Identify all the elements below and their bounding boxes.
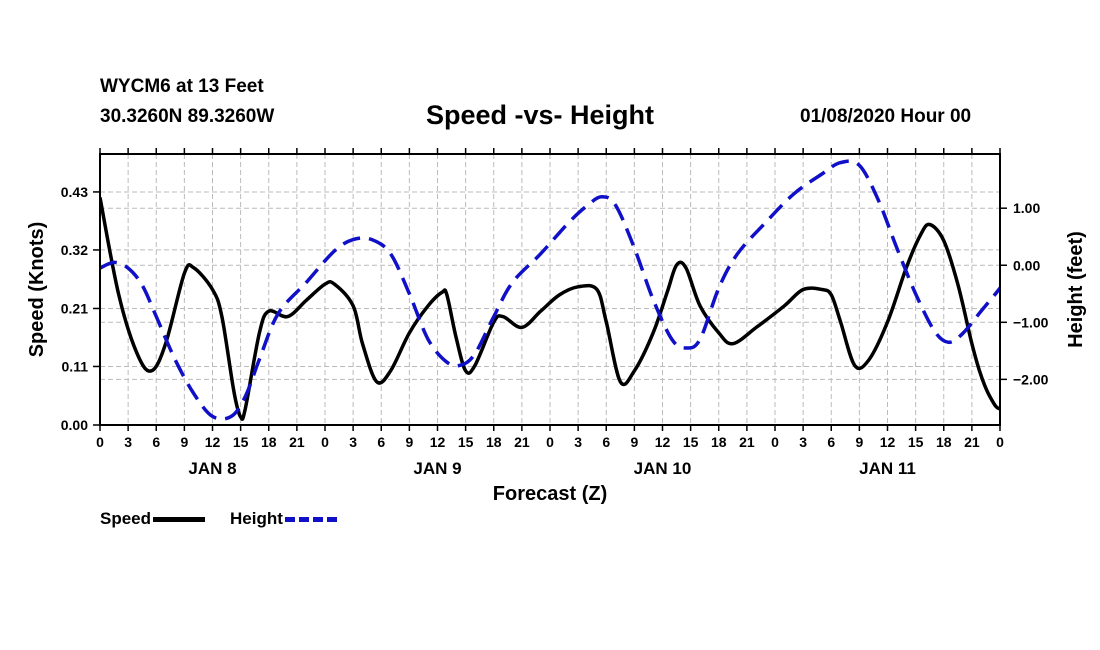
legend-speed: Speed <box>100 509 206 529</box>
day-label: JAN 8 <box>188 459 236 478</box>
x-tick-label: 21 <box>964 434 980 450</box>
y-tick-label-left: 0.32 <box>61 242 88 258</box>
x-tick-label: 15 <box>908 434 924 450</box>
x-tick-label: 21 <box>289 434 305 450</box>
chart-title: Speed -vs- Height <box>426 100 655 130</box>
x-tick-label: 0 <box>96 434 104 450</box>
x-tick-label: 9 <box>180 434 188 450</box>
x-tick-label: 12 <box>880 434 896 450</box>
legend-speed-label: Speed <box>100 509 152 528</box>
y-tick-label-right: −2.00 <box>1013 371 1049 387</box>
y-axis-label-left: Speed (Knots) <box>26 222 48 358</box>
x-tick-label: 3 <box>124 434 132 450</box>
x-tick-label: 0 <box>996 434 1004 450</box>
x-tick-label: 12 <box>205 434 221 450</box>
x-tick-label: 15 <box>683 434 699 450</box>
x-tick-label: 0 <box>546 434 554 450</box>
y-tick-label-left: 0.43 <box>61 184 88 200</box>
y-tick-label-left: 0.11 <box>62 358 89 374</box>
x-tick-label: 15 <box>458 434 474 450</box>
x-tick-label: 6 <box>377 434 385 450</box>
legend-height: Height <box>230 509 337 529</box>
x-tick-label: 0 <box>321 434 329 450</box>
y-tick-label-right: −1.00 <box>1013 314 1049 330</box>
height-series-line <box>100 159 1000 421</box>
day-label: JAN 9 <box>413 459 461 478</box>
legend-height-label: Height <box>230 509 283 528</box>
x-tick-label: 12 <box>430 434 446 450</box>
y-axis-label-right: Height (feet) <box>1065 231 1087 348</box>
x-tick-label: 3 <box>799 434 807 450</box>
legend-height-swatch <box>284 516 337 522</box>
x-tick-label: 21 <box>739 434 755 450</box>
y-tick-label-left: 0.21 <box>61 300 88 316</box>
x-tick-label: 9 <box>855 434 863 450</box>
x-tick-label: 18 <box>936 434 952 450</box>
x-tick-label: 18 <box>261 434 277 450</box>
y-tick-label-left: 0.00 <box>61 417 88 433</box>
x-tick-label: 15 <box>233 434 249 450</box>
x-tick-label: 12 <box>655 434 671 450</box>
x-tick-label: 3 <box>349 434 357 450</box>
x-tick-label: 6 <box>827 434 835 450</box>
x-tick-label: 9 <box>405 434 413 450</box>
x-axis-label: Forecast (Z) <box>493 483 607 505</box>
x-tick-label: 21 <box>514 434 530 450</box>
x-tick-label: 3 <box>574 434 582 450</box>
x-tick-label: 0 <box>771 434 779 450</box>
x-tick-label: 18 <box>486 434 502 450</box>
day-label: JAN 11 <box>859 459 916 478</box>
y-tick-label-right: 1.00 <box>1013 200 1040 216</box>
station-name: WYCM6 at 13 Feet <box>100 76 264 97</box>
x-tick-label: 9 <box>630 434 638 450</box>
x-tick-label: 6 <box>602 434 610 450</box>
legend-speed-swatch <box>153 516 206 522</box>
y-tick-label-right: 0.00 <box>1013 257 1040 273</box>
day-label: JAN 10 <box>634 459 692 478</box>
x-tick-label: 6 <box>152 434 160 450</box>
x-tick-label: 18 <box>711 434 727 450</box>
station-coordinates: 30.3260N 89.3260W <box>100 106 275 127</box>
forecast-datetime: 01/08/2020 Hour 00 <box>800 106 972 127</box>
